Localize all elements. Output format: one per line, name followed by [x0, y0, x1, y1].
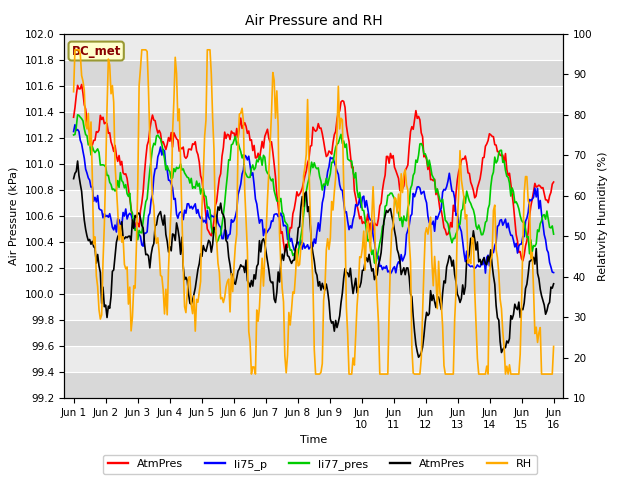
Bar	[64, 190, 563, 216]
Legend: AtmPres, li75_p, li77_pres, AtmPres, RH: AtmPres, li75_p, li77_pres, AtmPres, RH	[103, 455, 537, 474]
Bar	[64, 346, 563, 372]
Bar	[64, 372, 563, 398]
Y-axis label: Air Pressure (kPa): Air Pressure (kPa)	[9, 167, 19, 265]
Bar	[64, 216, 563, 242]
Bar	[64, 268, 563, 294]
Bar	[64, 242, 563, 268]
Y-axis label: Relativity Humidity (%): Relativity Humidity (%)	[598, 151, 608, 281]
Bar	[64, 320, 563, 346]
X-axis label: Time: Time	[300, 435, 327, 445]
Bar	[64, 112, 563, 138]
Bar	[64, 34, 563, 60]
Bar	[64, 86, 563, 112]
Bar	[64, 294, 563, 320]
Bar	[64, 60, 563, 86]
Bar	[64, 164, 563, 190]
Bar	[64, 138, 563, 164]
Title: Air Pressure and RH: Air Pressure and RH	[244, 14, 383, 28]
Text: BC_met: BC_met	[72, 45, 121, 58]
